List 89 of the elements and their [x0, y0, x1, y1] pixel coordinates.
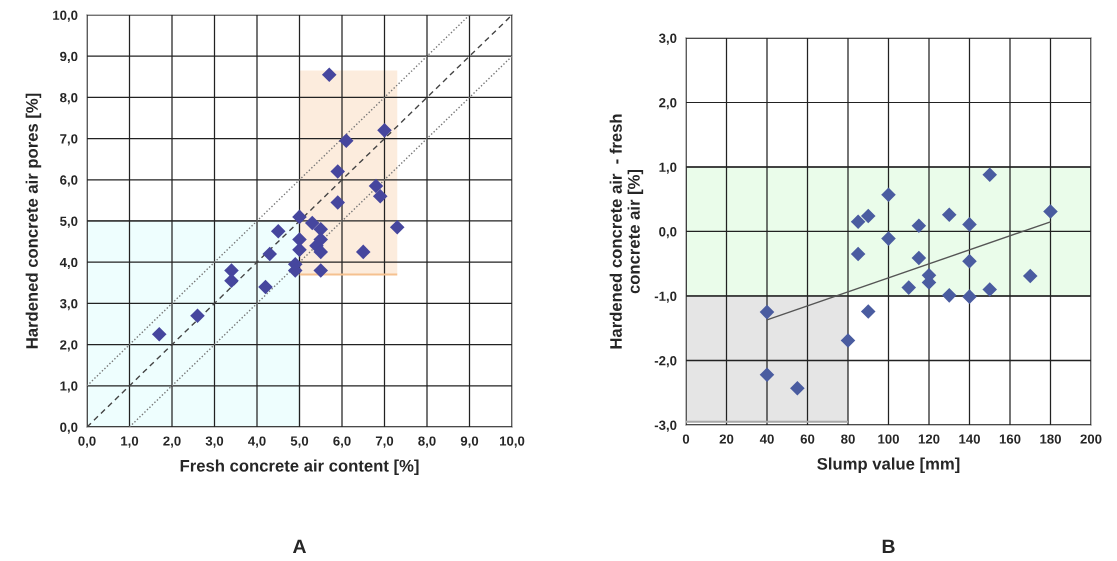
point: [901, 280, 917, 295]
x-tick-label: 180: [1040, 434, 1061, 444]
point: [941, 207, 957, 223]
y-tick-label: 8,0: [60, 92, 78, 105]
x-tick-label: 4,0: [248, 436, 266, 448]
x-tick-label: 8,0: [418, 436, 436, 448]
y-tick-label: 3,0: [658, 33, 677, 45]
point: [321, 67, 337, 83]
text: B: [882, 539, 895, 554]
point: [313, 263, 329, 278]
point: [224, 273, 239, 289]
point: [292, 209, 307, 225]
y-axis-title: Hardened concrete air - fresh concrete air [%]: [609, 114, 644, 349]
x-tick-label: 7,0: [375, 436, 394, 448]
point: [911, 218, 927, 233]
y-tick-label: -1,0: [654, 291, 677, 303]
point: [962, 217, 977, 232]
point: [292, 242, 307, 258]
point: [962, 289, 977, 304]
point: [881, 187, 896, 203]
x-tick-label: 3,0: [205, 436, 224, 448]
point: [759, 304, 775, 320]
point: [313, 244, 329, 260]
point: [860, 208, 876, 224]
point: [840, 333, 856, 348]
point: [258, 279, 273, 295]
point: [941, 288, 957, 303]
y-tick-label: 0,0: [659, 227, 677, 239]
y-tick-label: -3,0: [654, 420, 677, 432]
y-tick-label: 7,0: [60, 134, 78, 146]
x-tick-label: 100: [878, 434, 899, 444]
y-tick-label: 2,0: [659, 98, 677, 110]
point: [190, 308, 205, 324]
point: [389, 219, 405, 235]
point: [850, 246, 866, 262]
point: [962, 253, 977, 269]
y-axis-title: Hardened concrete air pores [%]: [25, 93, 42, 349]
point: [368, 178, 384, 194]
x-tick-label: 0: [682, 434, 690, 444]
x-tick-label: 9,0: [460, 436, 479, 448]
point: [850, 214, 866, 230]
y-tick-label: 6,0: [60, 175, 78, 187]
x-tick-label: 60: [800, 434, 815, 444]
x-axis-title: Fresh concrete air content [%]: [180, 459, 419, 475]
y-tick-label: 1,0: [60, 381, 78, 393]
point: [911, 250, 927, 266]
x-tick-label: 0,0: [78, 436, 96, 448]
point: [1022, 268, 1038, 284]
y-tick-label: 4,0: [59, 257, 78, 270]
point: [355, 244, 371, 260]
point: [982, 282, 998, 297]
x-tick-label: 6,0: [333, 436, 351, 448]
point: [372, 189, 388, 204]
y-tick-label: 1,0: [659, 162, 677, 174]
x-tick-label: 20: [719, 434, 734, 444]
y-tick-label: 5,0: [60, 216, 78, 228]
text: A: [292, 539, 307, 554]
y-tick-label: 9,0: [60, 51, 78, 64]
point: [790, 380, 805, 396]
x-tick-label: 1,0: [121, 436, 139, 448]
x-tick-label: 2,0: [163, 436, 181, 448]
point: [860, 304, 876, 319]
x-axis-title: Slump value [mm]: [817, 457, 960, 473]
point: [982, 167, 998, 183]
x-tick-label: 200: [1080, 434, 1102, 444]
point: [262, 246, 278, 262]
point: [377, 123, 392, 138]
point: [270, 224, 286, 239]
x-tick-label: 10,0: [499, 436, 525, 448]
x-tick-label: 80: [841, 434, 855, 444]
x-tick-label: 120: [918, 434, 940, 444]
x-tick-label: 5,0: [290, 436, 309, 448]
x-tick-label: 140: [959, 434, 980, 444]
point: [881, 231, 896, 246]
point: [338, 133, 354, 148]
y-tick-label: 0,0: [60, 422, 78, 434]
y-tick-label: 2,0: [60, 340, 78, 352]
point: [1043, 204, 1058, 219]
point: [151, 327, 167, 342]
x-tick-label: 40: [759, 434, 774, 444]
point: [330, 195, 346, 210]
y-tick-label: -2,0: [654, 356, 677, 368]
y-tick-label: 3,0: [59, 298, 78, 311]
point: [292, 232, 307, 247]
y-tick-label: 10,0: [53, 10, 78, 22]
x-tick-label: 160: [999, 434, 1021, 444]
point: [759, 367, 775, 382]
point: [304, 215, 320, 231]
point: [330, 164, 346, 179]
